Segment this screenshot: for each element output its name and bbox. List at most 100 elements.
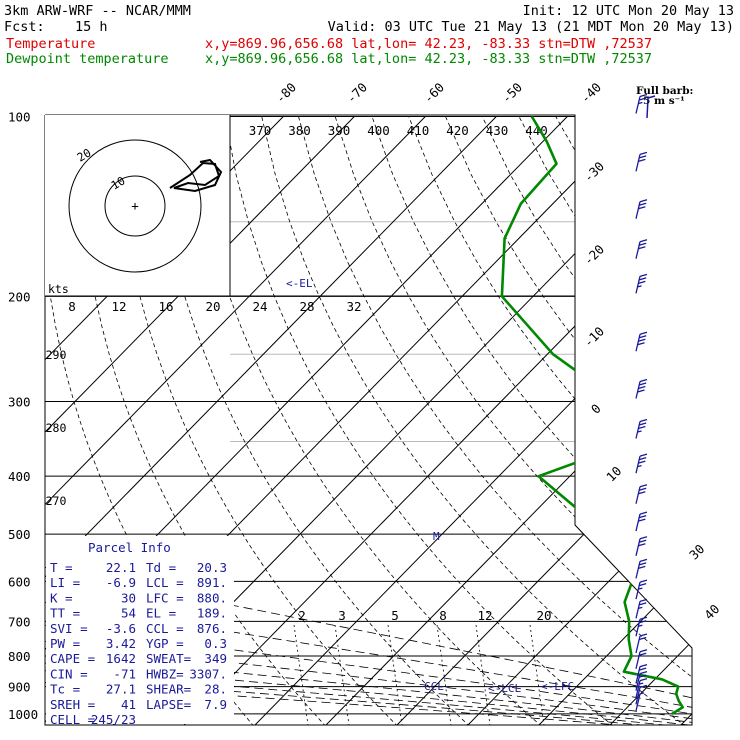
mixing-ratio-label: 8 bbox=[439, 608, 447, 623]
theta-e-label: 370 bbox=[249, 123, 272, 138]
wind-barb-flag bbox=[638, 562, 647, 566]
dry-adiabat-line bbox=[408, 116, 692, 725]
wind-barb-staff bbox=[635, 687, 641, 705]
parcel-field-value: 30 bbox=[121, 590, 136, 605]
theta-e-label: 410 bbox=[407, 123, 430, 138]
wind-barb-flag bbox=[638, 338, 646, 342]
wind-barb-flag bbox=[639, 331, 648, 335]
speed-tick-label: 8 bbox=[68, 299, 76, 314]
isotherm-label: 30 bbox=[686, 541, 707, 562]
pressure-tick-label: 400 bbox=[8, 469, 31, 484]
wind-barb-staff bbox=[635, 581, 641, 600]
parcel-field-label: SVI = bbox=[50, 621, 88, 636]
pressure-tick-label: 600 bbox=[8, 574, 31, 589]
isotherm-line bbox=[45, 116, 355, 725]
wind-barb-flag bbox=[638, 667, 647, 671]
parcel-field-label: TT = bbox=[50, 606, 80, 621]
mixing-ratio-label: 20 bbox=[536, 608, 551, 623]
dry-adiabat-line bbox=[187, 116, 543, 725]
parcel-field-label: YGP = bbox=[146, 636, 184, 651]
moist-adiabat-line bbox=[45, 401, 660, 725]
parcel-field-value: 3.42 bbox=[106, 636, 136, 651]
parcel-field-label: K = bbox=[50, 590, 73, 605]
parcel-field-value: 54 bbox=[121, 606, 136, 621]
temp-legend-info: x,y=869.96,656.68 lat,lon= 42.23, -83.33… bbox=[205, 36, 652, 52]
parcel-field-value: -71 bbox=[113, 666, 136, 681]
parcel-field-value: 891. bbox=[197, 575, 227, 590]
isotherm-label: -80 bbox=[273, 80, 300, 107]
wind-barb-half-flag bbox=[637, 285, 642, 288]
parcel-info-box: Parcel Info T = 22.1 Td = 20.3 LI = -6.9 LCL =… bbox=[46, 536, 234, 727]
wind-barb-flag bbox=[639, 511, 648, 515]
dry-adiabat-line bbox=[445, 116, 692, 725]
init-time: Init: 12 UTC Mon 20 May 13 bbox=[523, 3, 734, 19]
wind-barb-flag bbox=[639, 93, 648, 98]
wind-barb-flag bbox=[639, 484, 648, 488]
parcel-field-label: CIN = bbox=[50, 666, 88, 681]
wind-barb-staff bbox=[635, 538, 641, 556]
isotherm-label: -20 bbox=[581, 242, 608, 269]
wind-barb-staff bbox=[635, 486, 641, 504]
wind-legend-line1: Full barb: bbox=[636, 85, 693, 97]
wind-barb-staff bbox=[635, 513, 641, 532]
parcel-field-value: 0.3 bbox=[204, 636, 227, 651]
parcel-field-label: SREH = bbox=[50, 697, 95, 712]
speed-tick-label: 28 bbox=[299, 299, 314, 314]
isotherm-label: -60 bbox=[421, 80, 448, 107]
wind-barb-staff bbox=[635, 154, 641, 172]
wind-barb-flag bbox=[639, 633, 648, 637]
isotherm-line bbox=[253, 116, 692, 725]
wind-barb bbox=[635, 671, 648, 691]
wind-barb-flag bbox=[638, 242, 647, 246]
mixing-ratio-line bbox=[475, 624, 491, 725]
wind-barb bbox=[635, 536, 648, 556]
wind-barb bbox=[635, 684, 648, 705]
wind-barb-flag bbox=[637, 342, 645, 346]
wind-barb-flag bbox=[638, 491, 646, 495]
wind-barb-flag bbox=[639, 649, 648, 653]
wind-barb bbox=[635, 453, 648, 474]
wind-barb bbox=[635, 199, 648, 219]
parcel-field-value: 349 bbox=[204, 651, 227, 666]
wind-barb-flag bbox=[638, 652, 647, 656]
parcel-field-label: PW = bbox=[50, 636, 80, 651]
wind-barb-staff bbox=[635, 276, 641, 294]
parcel-field-label: CAPE = bbox=[50, 651, 95, 666]
wind-barb-flag bbox=[638, 518, 646, 522]
theta-e-label: 400 bbox=[367, 123, 390, 138]
wind-barb bbox=[635, 93, 648, 114]
wind-barb-flag bbox=[638, 155, 647, 159]
wind-barb-flag bbox=[638, 246, 646, 250]
wind-barb-half-flag bbox=[638, 624, 643, 627]
wind-barb-flag bbox=[639, 536, 648, 540]
wind-barb-staff bbox=[635, 635, 641, 654]
mixing-ratio-line bbox=[293, 624, 309, 725]
parcel-field-value: 7.9 bbox=[204, 697, 227, 712]
valid-time: Valid: 03 UTC Tue 21 May 13 (21 MDT Mon … bbox=[328, 19, 734, 35]
wind-barb-flag bbox=[638, 457, 647, 461]
parcel-field-value: 880. bbox=[197, 590, 227, 605]
isotherm-label: 40 bbox=[701, 601, 722, 622]
isotherm-line bbox=[324, 116, 692, 725]
wind-barb-flag bbox=[638, 487, 647, 491]
wind-barb-flag bbox=[637, 389, 645, 393]
hodograph-units-label: kts bbox=[48, 282, 69, 296]
wind-barb-staff bbox=[635, 201, 641, 219]
pressure-tick-label: 700 bbox=[8, 614, 31, 629]
wind-barb-flag bbox=[638, 206, 646, 210]
mixing-ratio-line bbox=[387, 624, 403, 725]
wind-legend-barb-icon bbox=[646, 95, 656, 119]
parcel-info-title: Parcel Info bbox=[88, 540, 171, 555]
temp-legend-label: Temperature bbox=[6, 36, 95, 52]
wind-barb-flag bbox=[638, 158, 646, 163]
speed-tick-label: 12 bbox=[111, 299, 126, 314]
dewpoint-profile-line bbox=[500, 115, 685, 716]
isotherm-line bbox=[395, 116, 692, 725]
pressure-tick-label: 500 bbox=[8, 527, 31, 542]
wind-barb-half-flag bbox=[638, 606, 643, 609]
parcel-field-value: 1642 bbox=[106, 651, 136, 666]
wind-barb-staff bbox=[635, 601, 641, 619]
wind-barb-flag bbox=[638, 335, 647, 339]
theta-e-label: 390 bbox=[328, 123, 351, 138]
wind-barb-flag bbox=[638, 565, 646, 569]
